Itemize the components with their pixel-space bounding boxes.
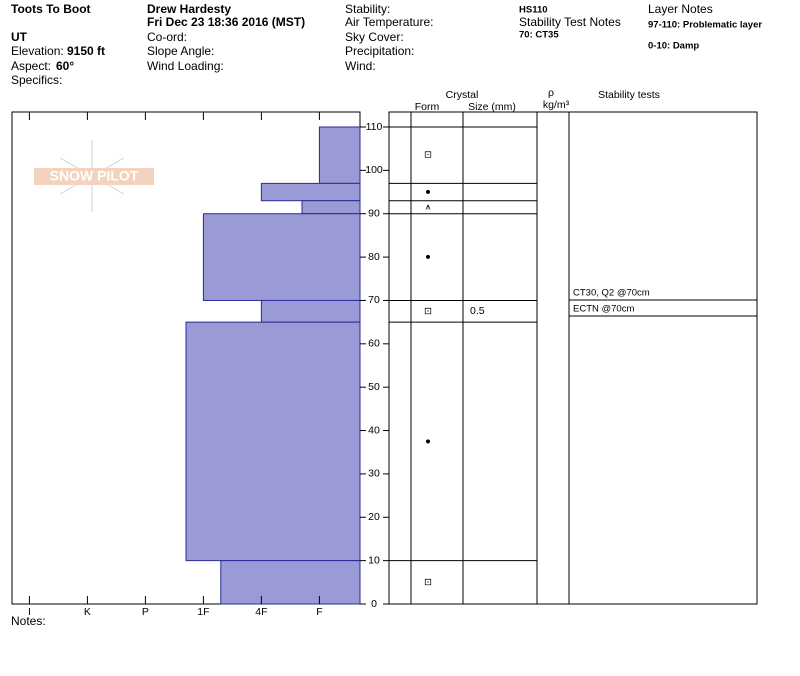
grain-form: ⊡	[424, 306, 432, 317]
specifics: Specifics:	[11, 73, 62, 87]
x-tick-label: K	[84, 606, 91, 618]
logo-text: SNOW PILOT	[50, 168, 139, 184]
layer-note: 0-10: Damp	[648, 41, 699, 52]
hardness-bar	[202, 213, 361, 301]
logo: SNOW PILOT	[34, 140, 154, 212]
grain-form: ●	[425, 187, 431, 198]
stability-test: CT30, Q2 @70cm	[573, 288, 650, 299]
grain-form: ●	[425, 436, 431, 447]
layer-notes-title: Layer Notes	[648, 2, 713, 16]
sky-cover: Sky Cover:	[345, 30, 404, 44]
wind: Wind:	[345, 59, 376, 73]
hardness-bar	[185, 321, 361, 562]
y-tick-label: 90	[368, 208, 380, 220]
crystal-header: Crystal	[446, 89, 479, 101]
size-header: Size (mm)	[468, 101, 516, 113]
x-tick-label: 4F	[255, 606, 267, 618]
datetime: Fri Dec 23 18:36 2016 (MST)	[147, 15, 305, 29]
elevation: 9150 ft	[67, 44, 105, 58]
hardness-bar	[260, 299, 361, 323]
density-unit: kg/m³	[543, 99, 570, 111]
wind-loading: Wind Loading:	[147, 59, 224, 73]
form-header: Form	[415, 101, 440, 113]
coord: Co-ord:	[147, 30, 187, 44]
y-tick-label: 70	[368, 294, 380, 306]
hardness-bar	[301, 200, 361, 215]
y-tick-label: 80	[368, 251, 380, 263]
x-tick-label: I	[28, 606, 31, 618]
state: UT	[11, 30, 28, 44]
aspect: 60°	[56, 59, 74, 73]
air-temperature: Air Temperature:	[345, 15, 433, 29]
y-tick-label: 30	[368, 468, 380, 480]
hardness-bar	[220, 560, 361, 605]
elevation-label: Elevation:	[11, 44, 64, 58]
precipitation: Precipitation:	[345, 44, 414, 58]
aspect-label: Aspect:	[11, 59, 51, 73]
grain-form: ●	[425, 252, 431, 263]
site: Toots To Boot	[11, 2, 91, 16]
grain-form: ⊡	[424, 150, 432, 161]
stability-tests-header: Stability tests	[598, 89, 660, 101]
hs: HS110	[519, 5, 548, 16]
x-tick-label: F	[316, 606, 322, 618]
y-tick-label: 100	[365, 164, 383, 176]
stability: Stability:	[345, 2, 390, 16]
hardness-bar	[318, 126, 361, 184]
slope-angle: Slope Angle:	[147, 44, 214, 58]
stability-test: ECTN @70cm	[573, 304, 634, 315]
layer-note: 97-110: Problematic layer	[648, 20, 762, 31]
x-tick-label: P	[142, 606, 149, 618]
grain-form: ⊡	[424, 577, 432, 588]
observer: Drew Hardesty	[147, 2, 231, 16]
y-tick-label: 50	[368, 381, 380, 393]
y-tick-label: 20	[368, 511, 380, 523]
rho-header: ρ	[548, 87, 554, 99]
grain-size: 0.5	[470, 305, 485, 317]
x-tick-label: 1F	[197, 606, 209, 618]
stability-note: 70: CT35	[519, 30, 559, 41]
notes: Notes:	[11, 614, 46, 628]
y-tick-label: 40	[368, 424, 380, 436]
table-frame	[388, 111, 758, 605]
grain-form: ⩚	[425, 202, 431, 213]
y-tick-label: 10	[368, 554, 380, 566]
y-tick-label: 110	[366, 121, 383, 133]
y-tick-label: 60	[368, 338, 380, 350]
y-tick-label: 0	[371, 598, 377, 610]
hardness-bar	[260, 182, 361, 202]
stability-notes-title: Stability Test Notes	[519, 15, 621, 29]
